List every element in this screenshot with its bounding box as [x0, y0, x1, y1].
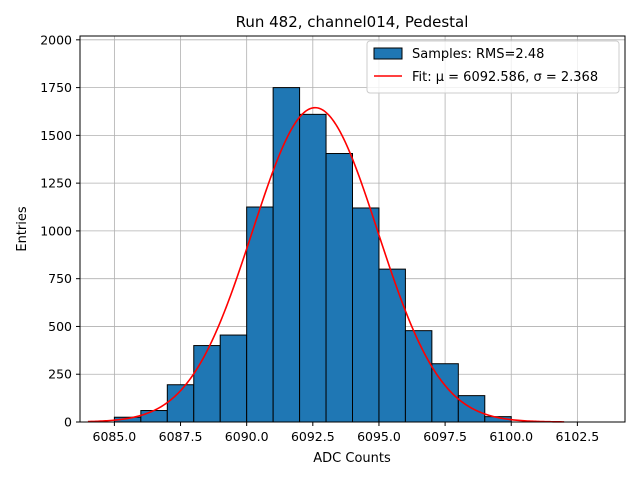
- y-tick-label: 1000: [40, 223, 72, 238]
- histogram-bar: [219, 334, 248, 423]
- y-axis-label: Entries: [15, 206, 30, 252]
- histogram-bar: [352, 207, 380, 423]
- histogram-bar: [193, 345, 221, 423]
- y-tick-label: 500: [48, 319, 72, 334]
- chart-title: Run 482, channel014, Pedestal: [236, 13, 469, 31]
- y-tick-label: 1750: [40, 80, 72, 95]
- x-axis: 6085.0 6087.5 6090.0 6092.5 6095.0 6097.5 6100…: [93, 422, 600, 444]
- histogram-bar: [325, 153, 354, 423]
- x-tick-label: 6097.5: [423, 429, 467, 444]
- legend-label-fit: Fit: μ = 6092.586, σ = 2.368: [412, 70, 598, 85]
- y-tick-label: 0: [64, 415, 72, 430]
- histogram-bar: [140, 410, 168, 423]
- y-tick-label: 2000: [40, 32, 72, 47]
- x-tick-label: 6095.0: [357, 429, 401, 444]
- x-tick-label: 6090.0: [225, 429, 269, 444]
- histogram-bars: [113, 87, 512, 423]
- x-tick-label: 6087.5: [159, 429, 203, 444]
- x-tick-label: 6085.0: [93, 429, 137, 444]
- legend: Samples: RMS=2.48 Fit: μ = 6092.586, σ =…: [366, 40, 620, 94]
- y-tick-label: 1500: [40, 128, 72, 143]
- x-tick-label: 6102.5: [556, 429, 600, 444]
- x-axis-label: ADC Counts: [313, 451, 391, 466]
- histogram-bar: [378, 268, 406, 423]
- legend-swatch-samples: [373, 47, 403, 60]
- x-tick-label: 6100.0: [489, 429, 533, 444]
- y-tick-label: 1250: [40, 176, 72, 191]
- fit-curve: [87, 106, 565, 423]
- legend-box: [366, 40, 620, 94]
- legend-label-samples: Samples: RMS=2.48: [412, 47, 544, 62]
- y-axis: 0 250 500 750 1000 1250 1500 1750 2000: [40, 32, 80, 430]
- fit-curve-group: [87, 106, 565, 423]
- histogram-bar: [404, 330, 433, 423]
- histogram-bar: [246, 206, 274, 423]
- histogram-bar: [299, 113, 327, 423]
- y-tick-label: 250: [48, 367, 72, 382]
- x-tick-label: 6092.5: [291, 429, 335, 444]
- y-tick-label: 750: [48, 271, 72, 286]
- plot-frame: [79, 35, 626, 423]
